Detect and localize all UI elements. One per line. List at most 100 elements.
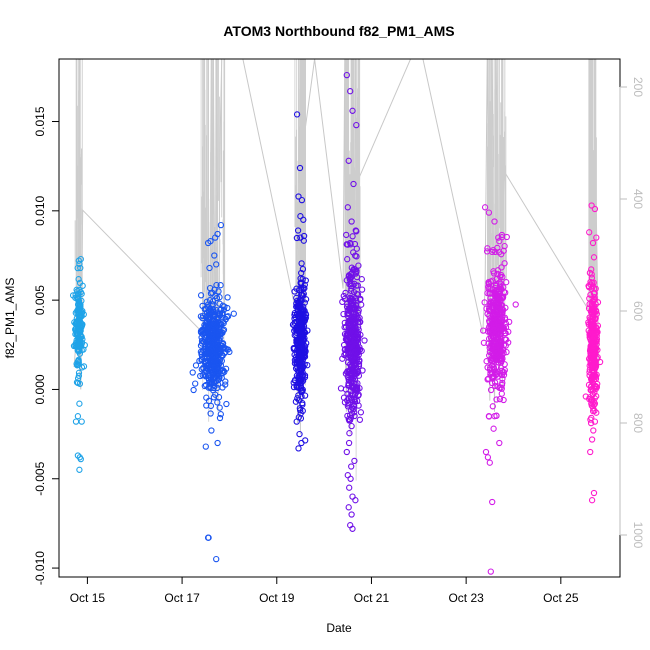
data-point <box>492 284 499 292</box>
data-point <box>343 241 350 248</box>
data-point <box>76 313 83 320</box>
data-point <box>209 355 216 362</box>
data-point <box>78 418 85 425</box>
data-point <box>211 382 218 390</box>
data-point <box>346 294 354 301</box>
data-point <box>345 415 352 423</box>
x-tick-label: Oct 15 <box>70 591 106 605</box>
data-point <box>353 269 360 276</box>
data-point <box>585 355 593 362</box>
x-tick-label: Oct 25 <box>543 591 579 605</box>
data-point <box>291 288 298 295</box>
data-point <box>213 314 220 322</box>
data-point <box>496 439 503 447</box>
data-point <box>201 359 209 366</box>
data-point <box>213 371 220 378</box>
data-point <box>211 252 218 259</box>
data-point <box>207 238 214 245</box>
data-point <box>224 294 231 301</box>
data-point <box>487 568 494 575</box>
data-point <box>343 231 350 239</box>
data-point <box>351 337 359 345</box>
data-point <box>343 448 350 456</box>
data-point <box>344 256 351 263</box>
data-point <box>593 234 600 241</box>
data-point <box>298 279 305 286</box>
data-point <box>501 242 508 250</box>
data-point <box>199 331 207 338</box>
data-point <box>296 164 304 172</box>
data-point <box>498 367 505 375</box>
data-point <box>497 359 505 366</box>
data-point <box>74 413 82 420</box>
data-point <box>593 383 601 391</box>
data-point <box>78 341 85 348</box>
data-point <box>296 296 303 304</box>
data-point <box>212 391 219 398</box>
data-point <box>588 324 595 331</box>
data-point <box>219 352 226 359</box>
data-point <box>203 402 210 409</box>
data-point <box>493 354 500 362</box>
data-point <box>350 249 357 256</box>
data-point <box>590 398 597 405</box>
series-1 <box>69 255 88 473</box>
y-axis-label: f82_PM1_AMS <box>3 278 17 359</box>
data-point <box>192 380 199 387</box>
data-point <box>354 323 362 331</box>
data-point <box>489 248 496 256</box>
data-point <box>351 457 358 465</box>
altitude-spikes-1 <box>74 59 83 359</box>
data-point <box>190 386 197 394</box>
data-point <box>203 394 210 401</box>
data-point <box>293 300 300 307</box>
data-point <box>296 340 304 348</box>
data-point <box>587 448 594 456</box>
data-point <box>343 71 350 79</box>
data-point <box>346 430 353 437</box>
data-point <box>210 321 217 329</box>
data-point <box>345 157 352 164</box>
data-point <box>217 306 225 313</box>
data-point <box>298 323 305 331</box>
data-point <box>207 402 215 410</box>
data-point <box>588 271 595 278</box>
data-point <box>217 221 225 229</box>
data-point <box>500 396 507 404</box>
data-point <box>588 436 596 443</box>
data-point <box>587 321 594 328</box>
data-point <box>351 376 359 383</box>
data-point <box>590 401 598 408</box>
data-point <box>496 238 503 245</box>
series-4 <box>337 71 368 532</box>
altitude-spikes-6 <box>588 59 597 368</box>
data-point <box>484 328 492 335</box>
data-point <box>211 335 218 342</box>
data-point <box>349 107 356 114</box>
data-point <box>348 463 355 470</box>
data-point <box>301 392 309 399</box>
data-point <box>300 216 307 223</box>
right-tick-label: 400 <box>631 189 645 209</box>
data-point <box>74 326 81 333</box>
data-point <box>301 299 308 306</box>
y-tick-label: 0.015 <box>33 106 47 136</box>
data-point <box>298 439 305 447</box>
data-point <box>501 366 508 374</box>
data-point <box>358 286 366 293</box>
data-point <box>345 382 352 389</box>
data-point <box>75 324 82 331</box>
data-point <box>300 232 308 240</box>
data-point <box>213 281 220 289</box>
data-point <box>205 534 212 541</box>
data-point <box>346 416 354 424</box>
data-point <box>293 111 301 118</box>
data-point <box>587 419 595 427</box>
data-point <box>592 363 600 371</box>
data-point <box>348 410 356 417</box>
data-point <box>348 363 355 370</box>
data-point <box>290 344 297 352</box>
data-point <box>512 301 519 308</box>
data-point <box>493 363 500 371</box>
data-point <box>591 205 599 213</box>
